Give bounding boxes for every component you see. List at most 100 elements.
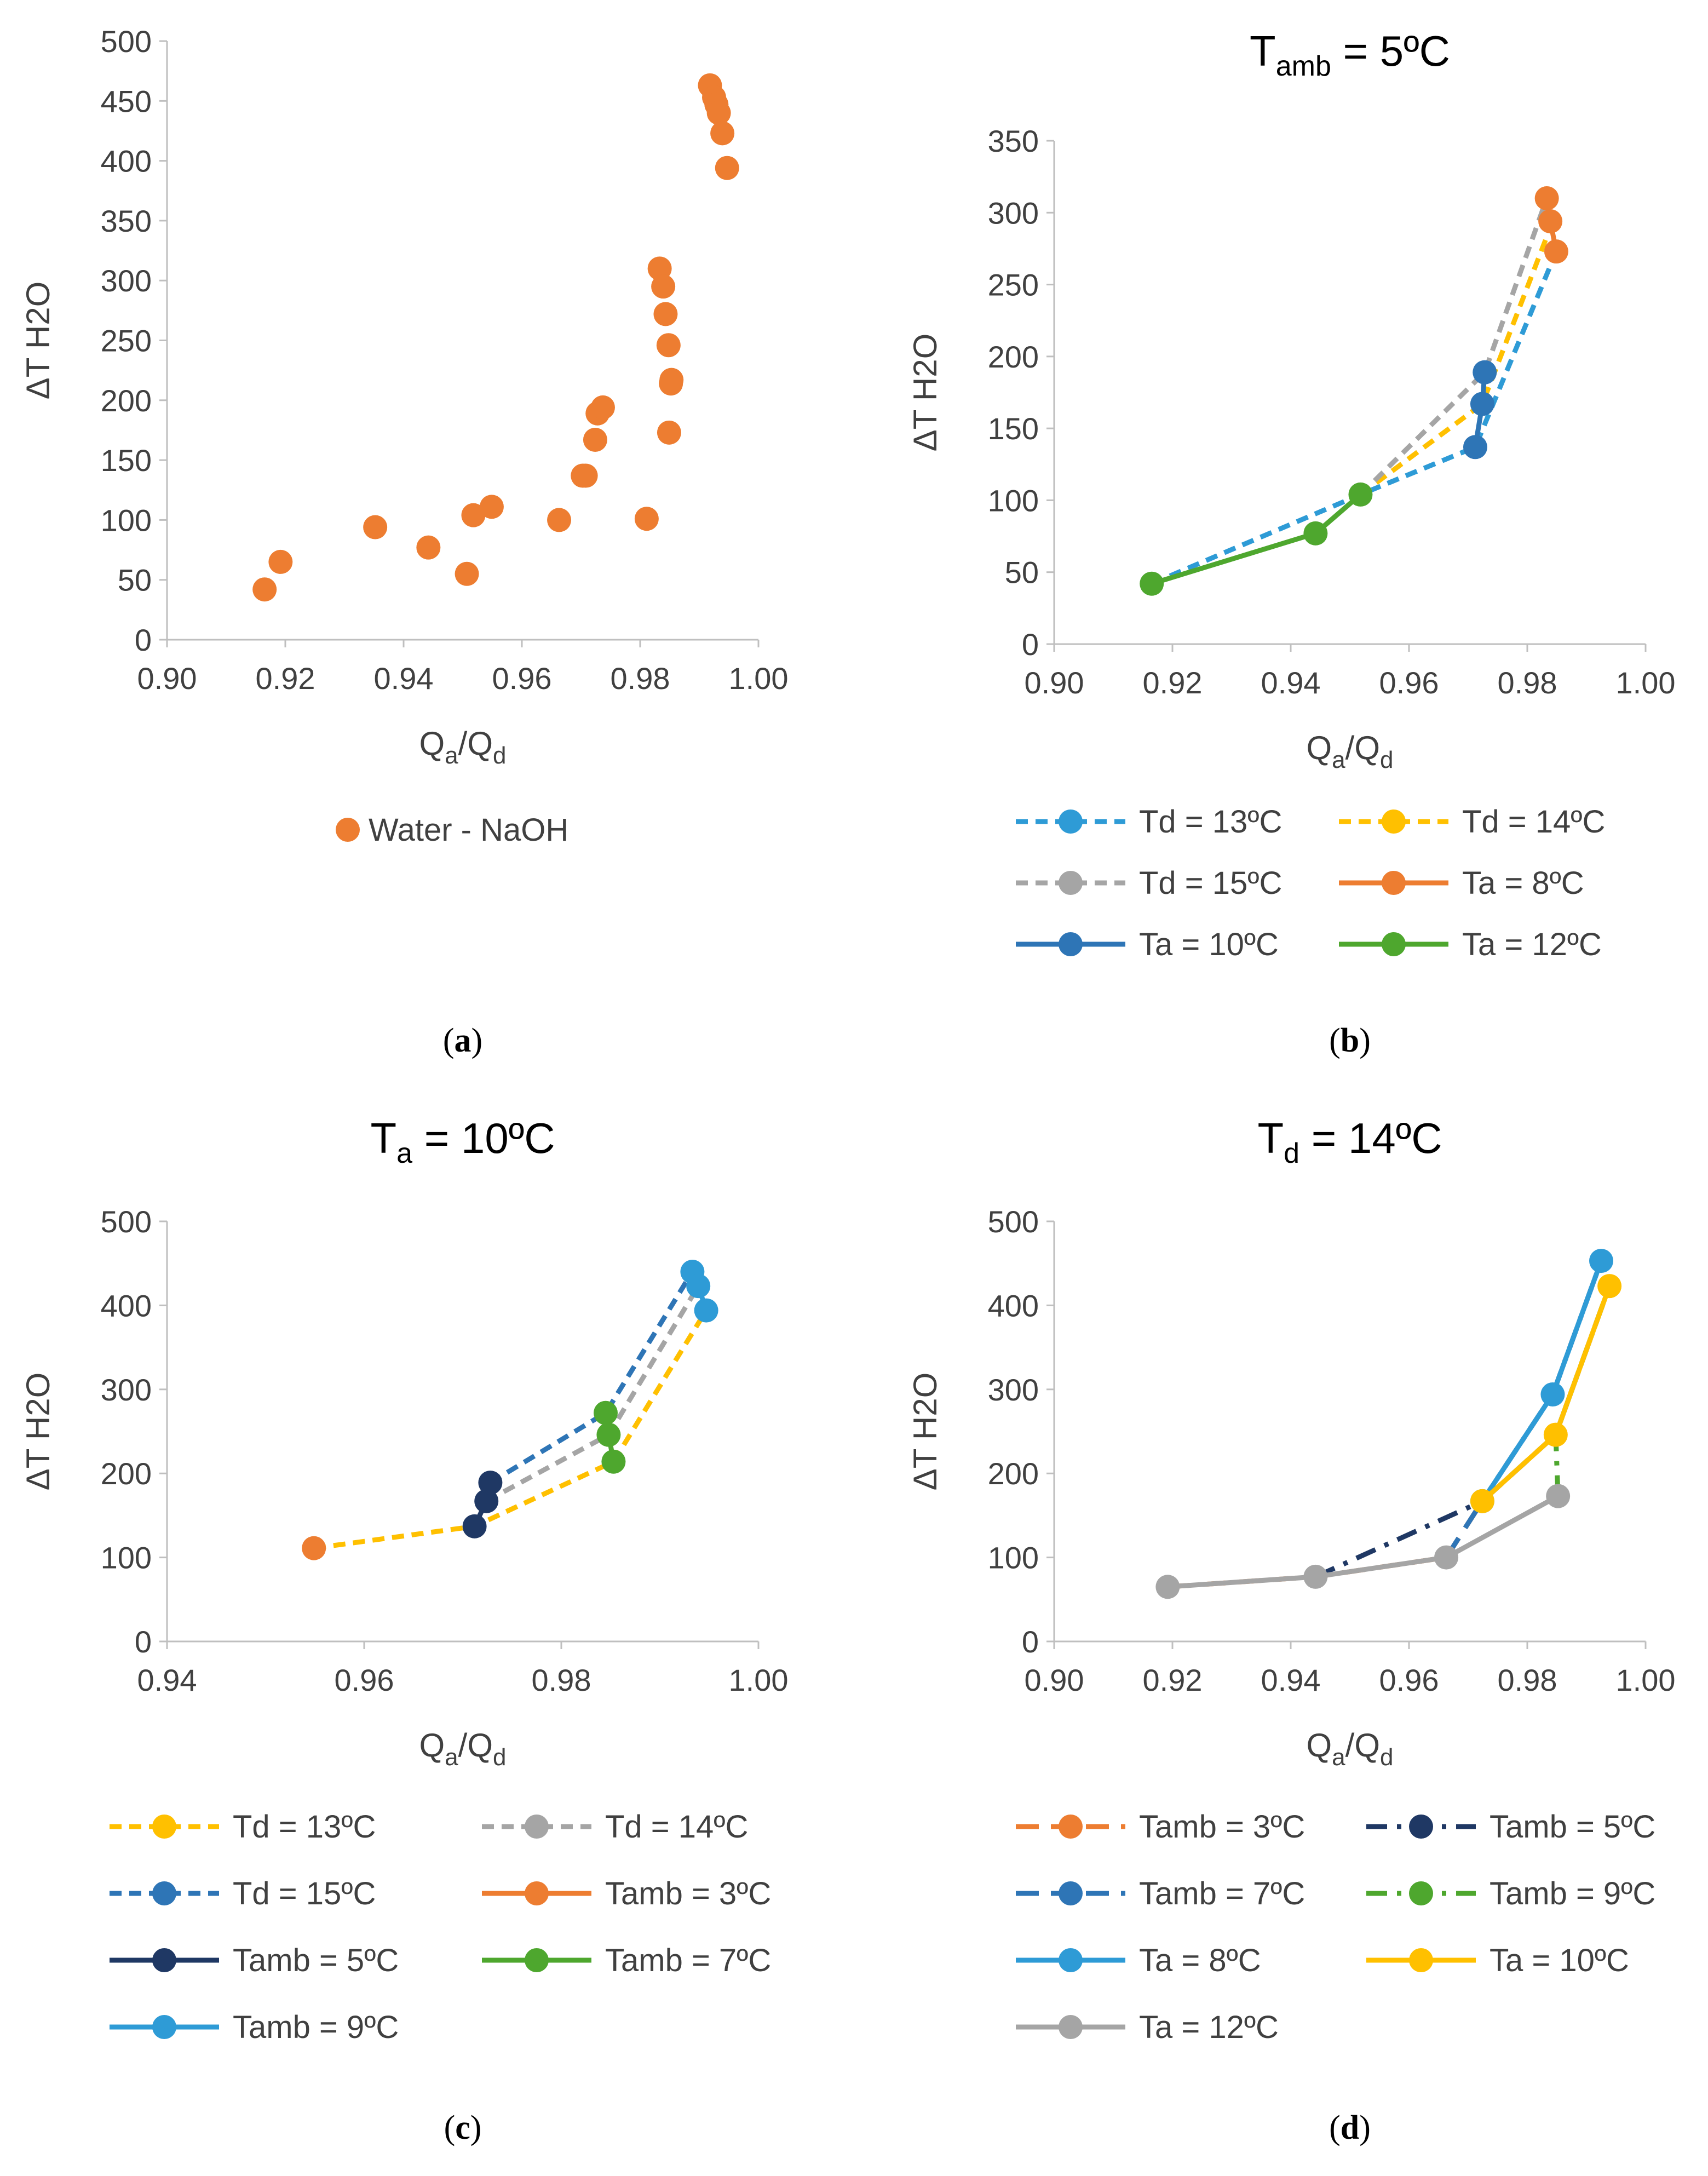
y-tick-label: 50 bbox=[1005, 555, 1039, 590]
data-point bbox=[656, 333, 681, 358]
x-axis-label: Qa/Qd bbox=[1307, 1727, 1394, 1771]
legend-item: Tamb = 5ºC bbox=[110, 1943, 399, 1978]
chart-panel-b: Tamb = 5ºC 0 50 100 150 200 250 300 350 0.90 0.92 0… bbox=[907, 27, 1676, 1059]
panel-label-close: ) bbox=[1359, 1022, 1371, 1059]
y-tick-label: 300 bbox=[101, 263, 152, 298]
data-point bbox=[1543, 1422, 1568, 1447]
data-point bbox=[1540, 1382, 1565, 1407]
legend-label: Td = 14ºC bbox=[605, 1809, 748, 1845]
legend-item: Td = 15ºC bbox=[1016, 865, 1282, 901]
data-point bbox=[651, 274, 676, 299]
panel-label-letter: c bbox=[455, 2109, 470, 2146]
x-tick-label: 0.98 bbox=[532, 1663, 591, 1697]
panel-label-letter: d bbox=[1341, 2109, 1359, 2146]
data-point bbox=[479, 495, 504, 519]
legend-label: Tamb = 5ºC bbox=[1490, 1809, 1655, 1845]
legend-marker bbox=[525, 1881, 549, 1905]
y-tick-label: 200 bbox=[101, 383, 152, 418]
data-point bbox=[268, 549, 293, 574]
series-water-naoh bbox=[252, 73, 739, 602]
x-tick-label: 0.96 bbox=[1379, 665, 1439, 700]
data-point bbox=[694, 1298, 718, 1323]
data-point bbox=[1470, 1489, 1494, 1513]
chart-title-rest: = 5ºC bbox=[1331, 27, 1450, 75]
legend-label: Tamb = 9ºC bbox=[1490, 1876, 1655, 1911]
data-point bbox=[1534, 186, 1559, 211]
x-tick-label: 0.94 bbox=[1261, 665, 1321, 700]
legend-marker bbox=[336, 818, 360, 842]
y-tick-label: 300 bbox=[988, 196, 1039, 230]
x-tick-label: 0.94 bbox=[137, 1663, 197, 1697]
data-point bbox=[594, 1400, 618, 1425]
panel-label-open: ( bbox=[443, 1022, 455, 1059]
data-point bbox=[252, 577, 277, 602]
legend-item: Water - NaOH bbox=[336, 812, 568, 848]
x-tick-label: 0.90 bbox=[1025, 1663, 1084, 1697]
data-point bbox=[1463, 435, 1487, 460]
data-point bbox=[710, 121, 735, 146]
x-tick-label: 0.92 bbox=[256, 661, 315, 696]
legend-item: Ta = 12ºC bbox=[1016, 2010, 1279, 2045]
panel-label: (d) bbox=[1329, 2109, 1371, 2146]
x-tick-label: 0.98 bbox=[1498, 665, 1557, 700]
data-point bbox=[478, 1471, 503, 1495]
chart-title-rest: = 14ºC bbox=[1299, 1114, 1442, 1162]
legend-label: Ta = 8ºC bbox=[1139, 1943, 1261, 1978]
legend-marker bbox=[1382, 871, 1406, 895]
x-axis-label-part: a bbox=[1332, 747, 1345, 773]
y-tick-label: 0 bbox=[1022, 627, 1039, 662]
data-point bbox=[715, 156, 739, 180]
y-tick-label: 100 bbox=[101, 1541, 152, 1575]
legend-marker bbox=[1382, 809, 1406, 834]
data-point bbox=[1434, 1545, 1459, 1570]
legend-item: Td = 14ºC bbox=[1339, 804, 1605, 840]
legend-item: Tamb = 9ºC bbox=[1366, 1876, 1655, 1911]
chart-title-main: T bbox=[1257, 1114, 1284, 1162]
legend-marker bbox=[1409, 1948, 1433, 1972]
x-tick-label: 0.90 bbox=[1025, 665, 1084, 700]
chart-title: Td = 14ºC bbox=[1257, 1114, 1442, 1169]
y-tick-label: 0 bbox=[135, 1624, 152, 1659]
data-point bbox=[590, 395, 615, 420]
data-point bbox=[1544, 239, 1568, 264]
x-tick-label: 0.98 bbox=[1498, 1663, 1557, 1697]
x-tick-label: 0.94 bbox=[1261, 1663, 1321, 1697]
panel-label: (b) bbox=[1329, 1022, 1371, 1059]
series-ta-8-c bbox=[1470, 1249, 1613, 1513]
data-point bbox=[657, 420, 681, 445]
series-td-14-c bbox=[1359, 220, 1555, 497]
panel-label-letter: a bbox=[455, 1022, 471, 1059]
legend-item: Td = 13ºC bbox=[110, 1809, 376, 1845]
legend-label: Water - NaOH bbox=[369, 812, 568, 848]
x-axis-label-part: d bbox=[1380, 1744, 1393, 1771]
series-ta-10-c bbox=[1463, 360, 1497, 460]
legend-item: Td = 14ºC bbox=[482, 1809, 748, 1845]
legend-item: Tamb = 7ºC bbox=[482, 1943, 771, 1978]
x-tick-label: 0.96 bbox=[1379, 1663, 1439, 1697]
series-line bbox=[313, 1309, 709, 1551]
legend-marker bbox=[1059, 1815, 1083, 1839]
legend-item: Ta = 8ºC bbox=[1339, 865, 1584, 901]
y-tick-label: 250 bbox=[988, 268, 1039, 302]
series-td-13-c bbox=[1151, 250, 1559, 586]
data-point bbox=[634, 507, 659, 531]
chart-panel-d: Td = 14ºC 0 100 200 300 400 500 0.90 0.92 0.94 0.9… bbox=[907, 1114, 1676, 2146]
x-axis-label-part: Q bbox=[1307, 1727, 1332, 1764]
y-tick-label: 250 bbox=[101, 324, 152, 358]
x-axis-label: Qa/Qd bbox=[419, 1727, 507, 1771]
legend-label: Tamb = 5ºC bbox=[233, 1943, 399, 1978]
data-point bbox=[1348, 482, 1373, 507]
legend-marker bbox=[525, 1948, 549, 1972]
x-axis-label-part: d bbox=[1380, 747, 1393, 773]
data-point bbox=[706, 101, 731, 125]
data-point bbox=[461, 503, 486, 527]
data-point bbox=[1538, 209, 1563, 234]
x-axis-label-part: d bbox=[493, 742, 506, 769]
data-point bbox=[1597, 1274, 1622, 1299]
panel-label-open: ( bbox=[1329, 1022, 1341, 1059]
data-point bbox=[1140, 571, 1164, 596]
x-tick-label: 1.00 bbox=[729, 661, 789, 696]
panel-label-letter: b bbox=[1341, 1022, 1359, 1059]
y-tick-label: 200 bbox=[988, 340, 1039, 374]
panel-label-open: ( bbox=[1329, 2109, 1341, 2146]
